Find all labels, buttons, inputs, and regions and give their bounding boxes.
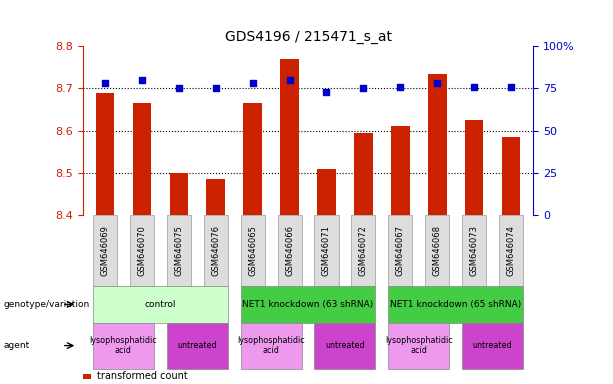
Bar	[204, 215, 227, 286]
Bar	[241, 323, 302, 369]
Text: genotype/variation: genotype/variation	[3, 300, 89, 309]
Text: GSM646067: GSM646067	[396, 225, 405, 276]
Text: agent: agent	[3, 341, 29, 350]
Bar	[462, 215, 486, 286]
Text: lysophosphatidic
acid: lysophosphatidic acid	[237, 336, 305, 355]
Point	[211, 85, 221, 91]
Text: NET1 knockdown (65 shRNA): NET1 knockdown (65 shRNA)	[390, 300, 522, 309]
Bar	[499, 215, 523, 286]
Bar	[170, 173, 188, 215]
Bar	[389, 215, 413, 286]
Bar	[318, 169, 336, 215]
Point	[284, 77, 294, 83]
Text: untreated: untreated	[177, 341, 217, 350]
Text: GSM646073: GSM646073	[470, 225, 479, 276]
Bar	[354, 132, 373, 215]
Bar	[389, 323, 449, 369]
Text: NET1 knockdown (63 shRNA): NET1 knockdown (63 shRNA)	[242, 300, 374, 309]
Bar	[280, 59, 299, 215]
Bar	[83, 374, 91, 379]
Text: untreated: untreated	[473, 341, 512, 350]
Text: untreated: untreated	[325, 341, 365, 350]
Bar	[167, 323, 227, 369]
Point	[359, 85, 368, 91]
Bar	[502, 137, 520, 215]
Text: GSM646076: GSM646076	[211, 225, 220, 276]
Point	[137, 77, 147, 83]
Bar	[167, 215, 191, 286]
Bar	[428, 74, 446, 215]
Text: lysophosphatidic
acid: lysophosphatidic acid	[89, 336, 158, 355]
Text: GSM646068: GSM646068	[433, 225, 442, 276]
Bar	[93, 323, 154, 369]
Point	[470, 84, 479, 90]
Point	[432, 80, 442, 86]
Bar	[132, 103, 151, 215]
Bar	[391, 126, 409, 215]
Point	[322, 89, 332, 95]
Text: GSM646066: GSM646066	[285, 225, 294, 276]
Point	[506, 84, 516, 90]
Text: GSM646071: GSM646071	[322, 225, 331, 276]
Bar	[243, 103, 262, 215]
Text: GSM646074: GSM646074	[507, 225, 516, 276]
Bar	[425, 215, 449, 286]
Bar	[278, 215, 302, 286]
Bar	[389, 286, 523, 323]
Point	[174, 85, 184, 91]
Bar	[130, 215, 154, 286]
Text: lysophosphatidic
acid: lysophosphatidic acid	[385, 336, 452, 355]
Bar	[465, 120, 484, 215]
Bar	[207, 179, 225, 215]
Text: GSM646072: GSM646072	[359, 225, 368, 276]
Bar	[93, 286, 227, 323]
Text: GSM646070: GSM646070	[137, 225, 147, 276]
Text: transformed count: transformed count	[97, 371, 188, 381]
Bar	[93, 215, 117, 286]
Text: control: control	[145, 300, 176, 309]
Bar	[241, 215, 265, 286]
Bar	[241, 286, 375, 323]
Title: GDS4196 / 215471_s_at: GDS4196 / 215471_s_at	[224, 30, 392, 44]
Bar	[351, 215, 375, 286]
Bar	[314, 323, 375, 369]
Text: GSM646069: GSM646069	[101, 225, 109, 276]
Text: GSM646065: GSM646065	[248, 225, 257, 276]
Bar	[462, 323, 523, 369]
Point	[395, 84, 405, 90]
Point	[100, 80, 110, 86]
Text: GSM646075: GSM646075	[174, 225, 183, 276]
Bar	[96, 93, 114, 215]
Bar	[314, 215, 338, 286]
Point	[248, 80, 257, 86]
